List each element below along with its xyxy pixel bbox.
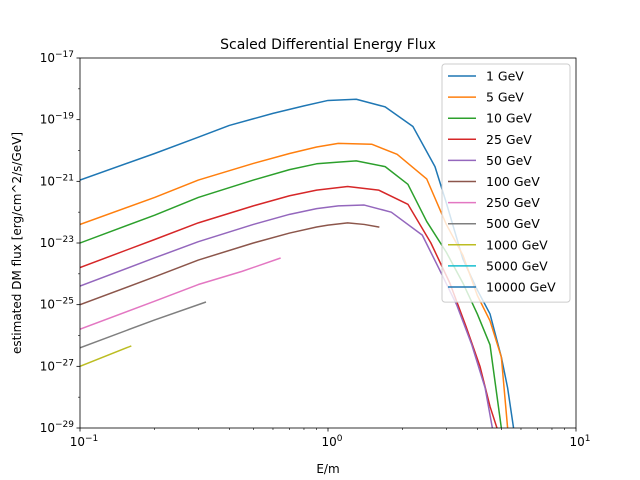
series-line-0 [80,98,515,428]
y-axis-label: estimated DM flux [erg/cm^2/s/GeV] [10,132,24,354]
legend: 1 GeV 5 GeV 10 GeV 25 GeV 50 GeV 100 GeV 250 G… [441,63,571,303]
y-tick-label: 10−23 [40,235,74,250]
x-axis-label: E/m [316,462,339,476]
legend-entry-label: 50 GeV [486,153,532,168]
series-line-1 [80,142,509,428]
y-tick-label: 10−17 [40,50,74,65]
series-line-3 [80,185,498,428]
legend-entry-label: 25 GeV [486,132,532,147]
series-line-8 [80,345,132,368]
x-tick-label: 101 [569,434,590,449]
series-line-5 [80,222,380,306]
legend-box [441,63,571,303]
legend-entry-label: 1 GeV [486,69,524,84]
legend-entry-label: 500 GeV [486,216,540,231]
legend-entry-label: 100 GeV [486,174,540,189]
y-tick-label: 10−29 [40,420,75,435]
legend-entry-label: 250 GeV [486,195,540,210]
axes-layer: 10−1 100 101 10−29 10−27 10−25 10−23 10−21 10−19… [40,50,591,449]
y-tick-label: 10−27 [40,358,74,373]
series-line-6 [80,257,281,331]
legend-entry-label: 5 GeV [486,90,524,105]
y-tick-label: 10−25 [40,297,74,312]
plot-frame [79,57,577,429]
series-line-4 [80,204,494,428]
y-tick-label: 10−21 [40,173,74,188]
x-tick-label: 10−1 [70,434,99,449]
y-tick-label: 10−19 [40,112,75,127]
series-layer [80,98,515,428]
legend-entry-label: 10000 GeV [486,280,556,295]
legend-entry-label: 10 GeV [486,111,532,126]
x-tick-label: 100 [321,434,342,449]
chart-title: Scaled Differential Energy Flux [220,37,436,53]
series-line-7 [80,301,207,349]
legend-entry-label: 5000 GeV [486,258,548,273]
legend-entry-label: 1000 GeV [486,237,548,252]
